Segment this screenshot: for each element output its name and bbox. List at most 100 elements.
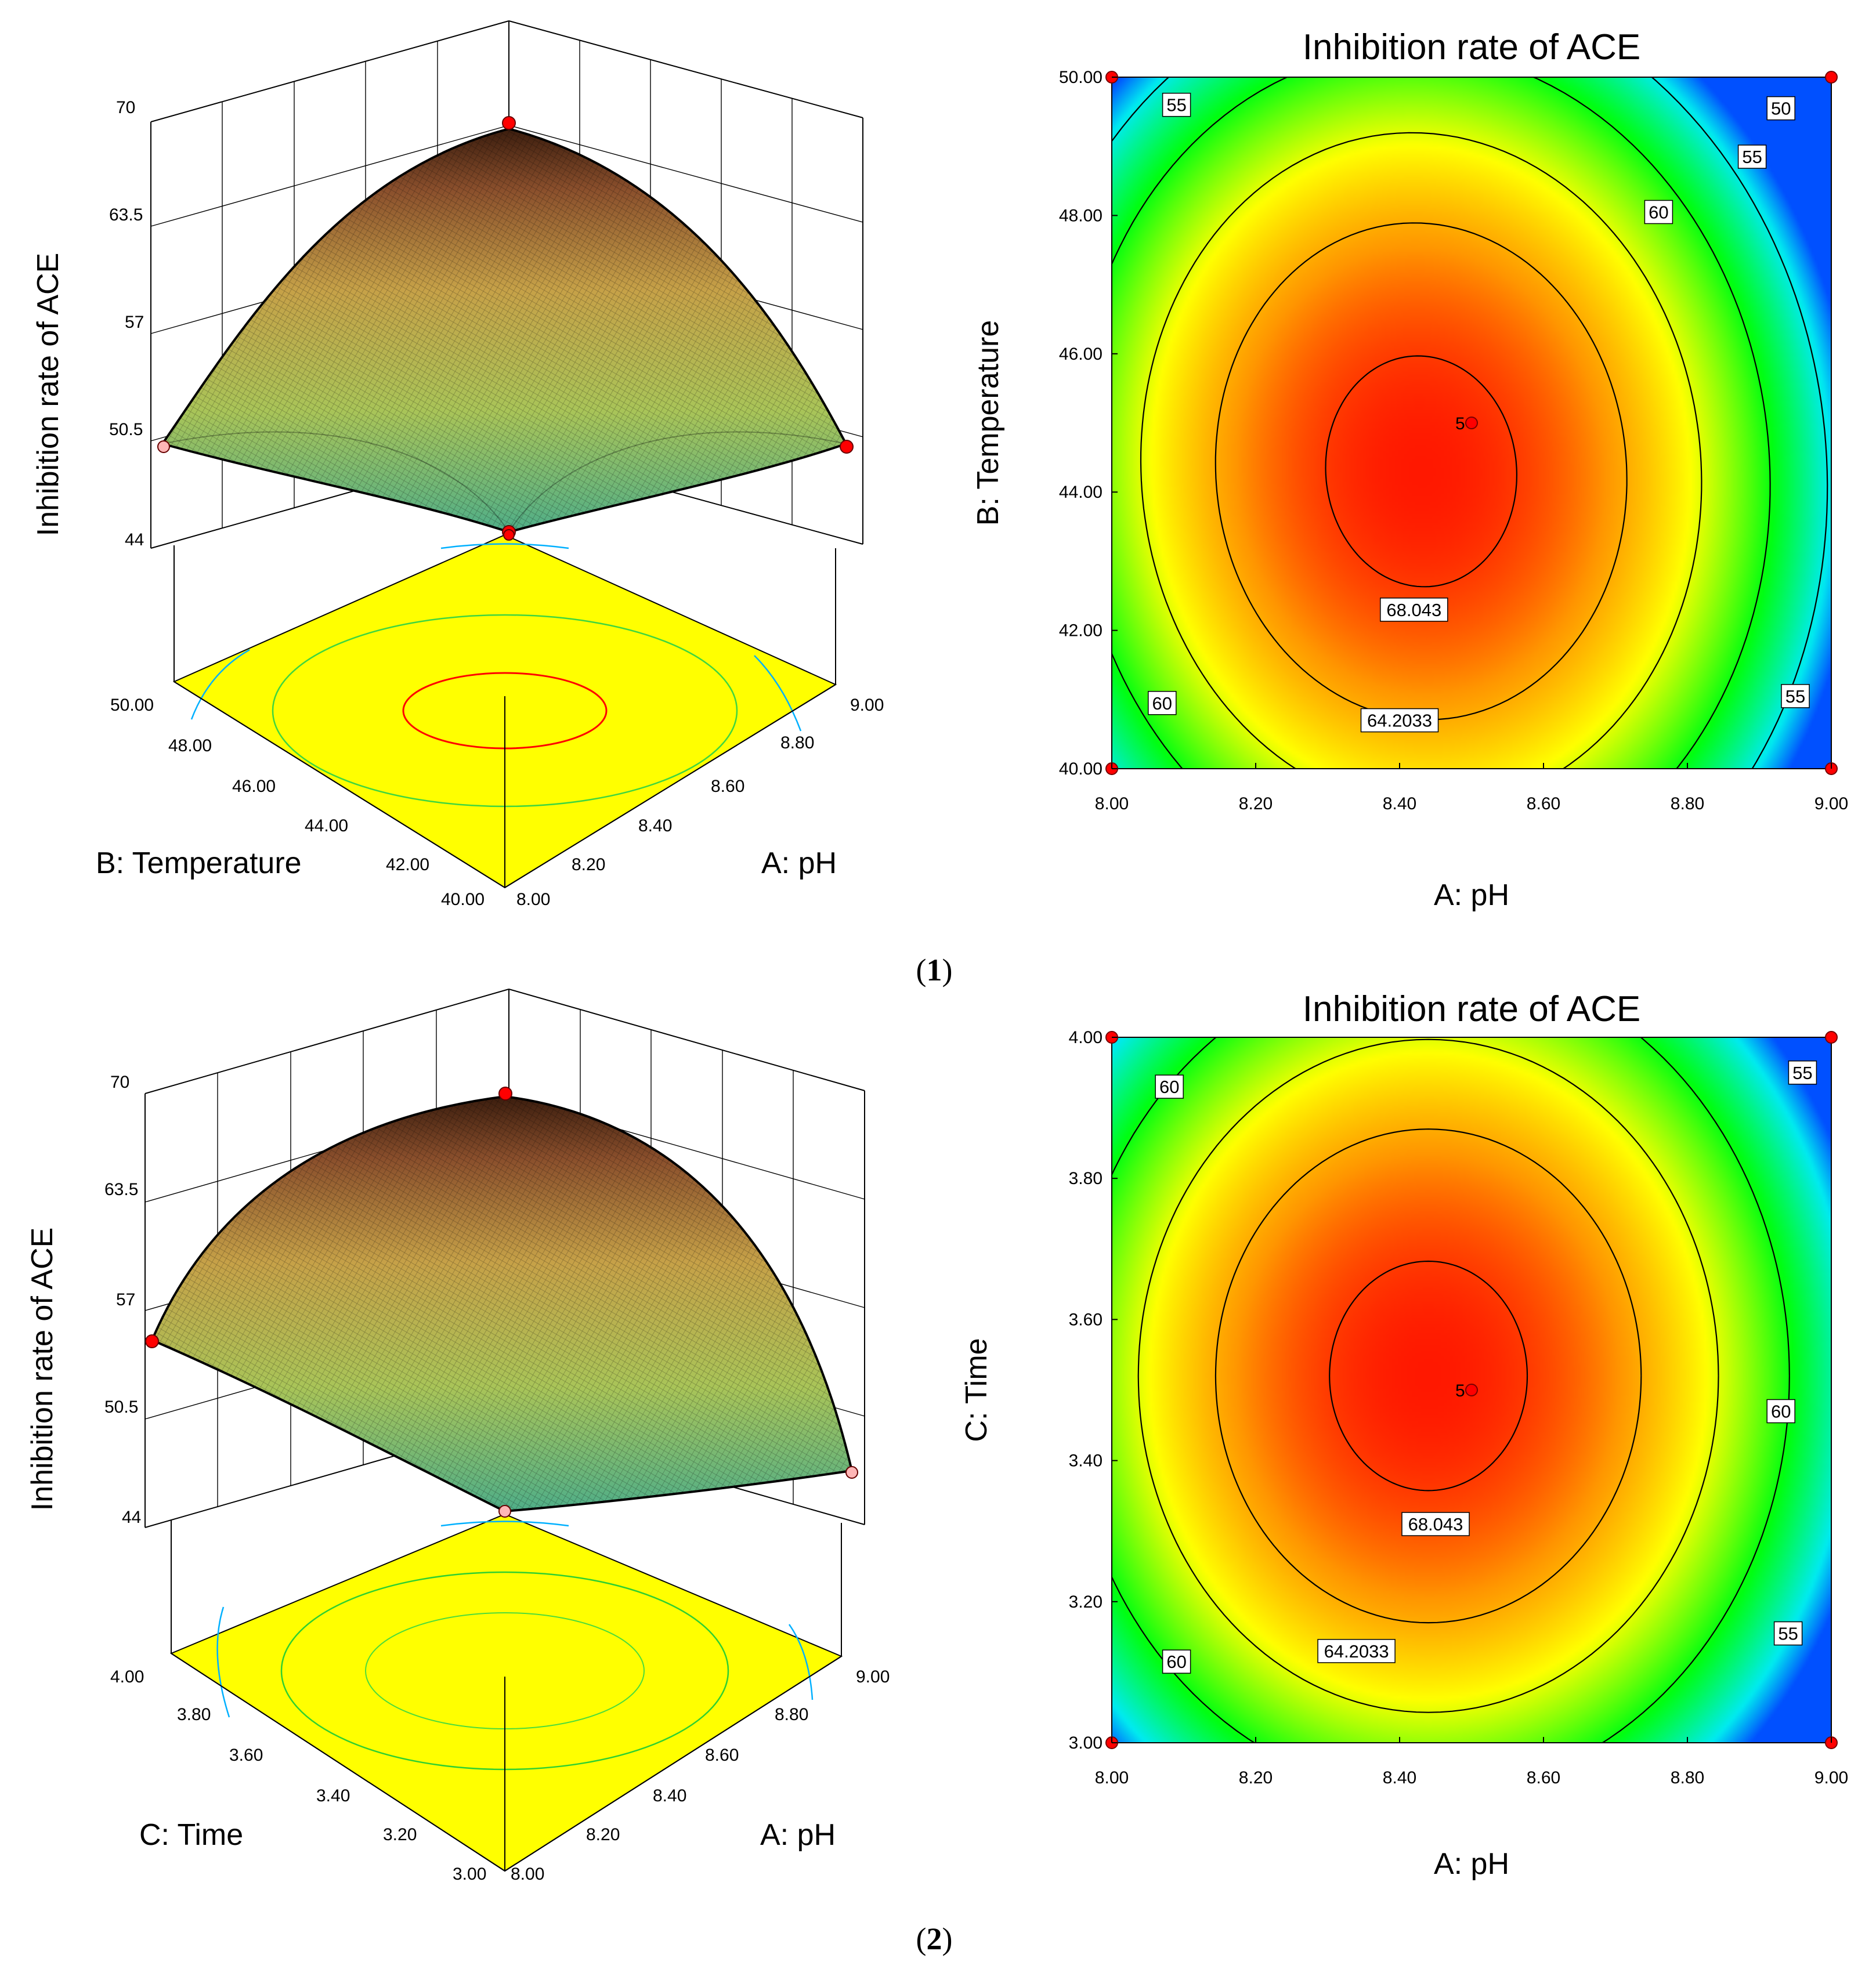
- contour-2-frame: [1111, 1037, 1832, 1743]
- surface-2-point-left: [145, 1334, 159, 1348]
- contour-label: 55: [1788, 1060, 1817, 1085]
- contour-line: [1137, 1038, 1719, 1713]
- x-tick: 8.00: [1095, 1768, 1129, 1787]
- contour-line: [1140, 132, 1703, 769]
- surface-1-point-right: [840, 440, 854, 454]
- contour-label: 50: [1766, 96, 1795, 121]
- y-tick: 48.00: [1059, 206, 1103, 225]
- y-tick: 3.80: [1069, 1169, 1103, 1188]
- surface-1-x-ticks: 8.00 8.20 8.40 8.60 8.80 9.00: [516, 696, 884, 909]
- center-point-count: 5: [1455, 414, 1465, 433]
- svg-text:55: 55: [1166, 95, 1186, 115]
- panel-1-open: (: [916, 953, 927, 987]
- svg-text:60: 60: [1166, 1652, 1186, 1672]
- contour-label: 60: [1766, 1399, 1795, 1424]
- y-tick: 44.00: [1059, 483, 1103, 502]
- contour-1-x-ticks: 8.00 8.20 8.40 8.60 8.80 9.00: [1095, 763, 1848, 813]
- y-tick: 3.60: [1069, 1310, 1103, 1329]
- x-tick: 9.00: [856, 1667, 890, 1686]
- surface-2-point-top: [498, 1087, 512, 1101]
- panel-2-close: ): [942, 1921, 953, 1956]
- y-tick: 50.00: [1059, 68, 1103, 87]
- x-tick: 8.00: [1095, 794, 1129, 813]
- z-tick: 63.5: [109, 205, 143, 225]
- y-tick: 3.00: [1069, 1733, 1103, 1753]
- design-point: [1465, 1384, 1478, 1396]
- surface-1-frame: [173, 545, 836, 889]
- contour-2-x-ticks: 8.00 8.20 8.40 8.60 8.80 9.00: [1095, 1737, 1848, 1787]
- x-tick: 8.20: [1239, 794, 1273, 813]
- svg-text:55: 55: [1785, 686, 1805, 707]
- contour-plot-1: 68.043 64.2033 60 60 55 55 55 50 5 Inhibition r…: [971, 27, 1848, 912]
- surface-1-point-left: [157, 440, 170, 453]
- contour-label: 55: [1737, 144, 1767, 169]
- surface-2-mesh: [152, 1096, 852, 1511]
- contour-2-y-label: C: Time: [960, 1338, 993, 1442]
- x-tick: 8.80: [780, 733, 814, 752]
- surface-2-y-ticks: 4.00 3.80 3.60 3.40 3.20 3.00: [110, 1667, 486, 1884]
- y-tick: 44.00: [305, 816, 348, 835]
- contour-1-labels: 68.043 64.2033 60 60 55 55 55 50: [1148, 92, 1810, 733]
- surface-1-point-floor: [503, 529, 515, 541]
- contour-1-frame: [1111, 77, 1832, 769]
- x-tick: 8.40: [1383, 794, 1416, 813]
- contour-label: 55: [1162, 92, 1191, 117]
- x-tick: 8.20: [1239, 1768, 1273, 1787]
- svg-text:60: 60: [1771, 1401, 1791, 1421]
- x-tick: 9.00: [1814, 794, 1848, 813]
- y-tick: 40.00: [1059, 759, 1103, 779]
- contour-2-lines: [1112, 1037, 1790, 1743]
- contour-2-labels: 68.043 64.2033 60 60 60 55 55: [1155, 1060, 1817, 1674]
- y-tick: 3.80: [177, 1705, 211, 1724]
- surface-1-mesh: [162, 129, 846, 532]
- surface-2-z-ticks: 70 63.5 57 50.5 44: [104, 1073, 141, 1527]
- surface-2-y-label: C: Time: [139, 1818, 243, 1852]
- x-tick: 8.40: [1383, 1768, 1416, 1787]
- contour-label: 68.043: [1401, 1512, 1470, 1536]
- y-tick: 50.00: [110, 696, 154, 715]
- y-tick: 46.00: [1059, 345, 1103, 364]
- x-tick: 8.60: [1527, 794, 1560, 813]
- y-tick: 3.20: [1069, 1592, 1103, 1612]
- contour-label: 60: [1644, 200, 1673, 225]
- contour-1-x-label: A: pH: [1434, 878, 1509, 912]
- z-tick: 50.5: [104, 1398, 138, 1417]
- x-tick: 8.80: [1671, 794, 1704, 813]
- x-tick: 8.40: [638, 816, 672, 835]
- contour-line: [1214, 222, 1628, 721]
- y-tick: 48.00: [168, 736, 212, 755]
- y-tick: 4.00: [1069, 1028, 1103, 1047]
- svg-text:50: 50: [1771, 99, 1791, 119]
- surface-1-point-top: [502, 116, 516, 130]
- contour-1-lines: [1112, 77, 1828, 769]
- contour-label: 64.2033: [1360, 708, 1439, 733]
- surface-2-point-front: [498, 1505, 511, 1518]
- x-tick: 8.80: [1671, 1768, 1704, 1787]
- y-tick: 40.00: [441, 890, 485, 909]
- x-tick: 8.60: [711, 777, 744, 796]
- svg-text:55: 55: [1778, 1624, 1798, 1644]
- contour-1-design-points: 5: [1105, 71, 1838, 775]
- surface-2-point-right: [845, 1466, 858, 1479]
- design-point: [1825, 71, 1838, 84]
- contour-1-title: Inhibition rate of ACE: [1303, 27, 1640, 67]
- z-tick: 44: [125, 530, 144, 549]
- contour-2-x-label: A: pH: [1434, 1847, 1509, 1881]
- z-tick: 50.5: [109, 420, 143, 439]
- contour-1-y-label: B: Temperature: [971, 320, 1005, 526]
- svg-text:60: 60: [1152, 693, 1172, 714]
- surface-2-floor: [169, 1513, 843, 1872]
- x-tick: 8.00: [516, 890, 550, 909]
- y-tick: 3.40: [316, 1786, 350, 1805]
- contour-label: 55: [1773, 1621, 1803, 1646]
- surface-1-y-ticks: 50.00 48.00 46.00 44.00 42.00 40.00: [110, 696, 485, 909]
- contour-label: 64.2033: [1317, 1639, 1396, 1663]
- surface-1-x-label: A: pH: [761, 846, 837, 880]
- contour-label: 60: [1155, 1074, 1184, 1099]
- svg-text:55: 55: [1792, 1063, 1812, 1083]
- design-point: [1465, 417, 1478, 429]
- svg-text:68.043: 68.043: [1386, 600, 1441, 620]
- x-tick: 8.20: [586, 1825, 620, 1844]
- svg-text:55: 55: [1742, 147, 1762, 167]
- x-tick: 8.60: [705, 1746, 739, 1765]
